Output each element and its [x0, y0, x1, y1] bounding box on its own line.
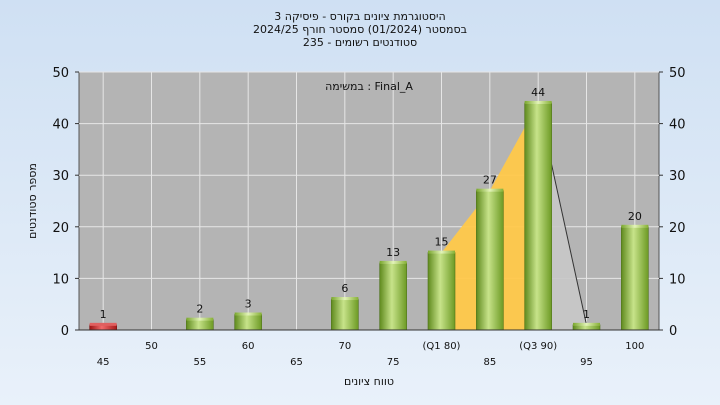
x-tick-label: 70	[338, 341, 351, 352]
x-tick-label: (Q3 90)	[519, 341, 557, 352]
x-axis-label: טווח ציונים	[344, 375, 394, 388]
histogram-bar-cap	[573, 322, 600, 326]
chart-annotation: במשימה : Final_A	[325, 80, 413, 93]
histogram-bar-cap	[476, 188, 504, 192]
y-tick-label-left: 40	[52, 118, 69, 133]
y-tick-label-right: 30	[669, 169, 686, 184]
x-tick-label: 85	[483, 357, 496, 368]
histogram-bar	[234, 314, 262, 331]
histogram-bar	[524, 102, 552, 331]
y-tick-label-right: 40	[669, 118, 686, 133]
bar-value-label: 6	[341, 282, 348, 295]
bar-value-label: 3	[245, 298, 252, 311]
x-tick-label: 100	[625, 341, 644, 352]
histogram-bar	[331, 298, 359, 331]
histogram-bar-cap	[234, 312, 262, 316]
histogram-bar	[621, 226, 649, 331]
y-tick-label-right: 0	[669, 324, 677, 339]
histogram-bar-cap	[186, 317, 214, 321]
histogram-bar-cap	[428, 250, 455, 254]
bar-value-label: 1	[583, 308, 590, 321]
x-tick-label: 65	[290, 357, 303, 368]
x-tick-label: 45	[97, 357, 110, 368]
x-tick-label: (Q1 80)	[423, 341, 461, 352]
histogram-bar	[427, 252, 456, 331]
x-tick-label: 60	[242, 341, 255, 352]
bar-value-label: 20	[628, 210, 642, 223]
bar-value-label: 15	[435, 236, 449, 249]
chart-title-line-2: בסמסטר (01/2024) סמסטר חורף 2024/25	[253, 23, 467, 36]
y-tick-label-left: 10	[52, 272, 69, 287]
y-tick-label-right: 20	[669, 221, 686, 236]
histogram-bar-cap	[621, 224, 649, 228]
chart-title-line-3: סטודנטים רשומים - 235	[302, 36, 418, 49]
x-tick-label: 55	[193, 357, 206, 368]
x-tick-label: 50	[145, 341, 158, 352]
histogram-bar-cap	[379, 260, 407, 264]
histogram-bar	[476, 190, 504, 331]
x-tick-label: 95	[580, 357, 593, 368]
y-tick-label-left: 30	[52, 169, 69, 184]
histogram-bar	[379, 262, 407, 331]
y-tick-label-left: 0	[61, 324, 69, 339]
chart-title-line-1: היסטוגרמת ציונים בקורס - פיסיקה 3	[274, 10, 446, 23]
histogram-bar-cap	[89, 322, 117, 326]
histogram-bar-cap	[331, 297, 359, 301]
bar-value-label: 2	[196, 303, 203, 316]
histogram-bar-cap	[524, 100, 552, 104]
y-tick-label-right: 50	[669, 66, 686, 81]
x-tick-label: 75	[387, 357, 400, 368]
histogram-bar	[186, 319, 214, 331]
y-tick-label-left: 20	[52, 221, 69, 236]
y-axis-label: מספר סטודנטים	[26, 163, 39, 239]
y-tick-label-left: 50	[52, 66, 69, 81]
y-tick-label-right: 10	[669, 272, 686, 287]
bar-value-label: 1	[100, 308, 107, 321]
bar-value-label: 13	[386, 246, 400, 259]
bar-value-label: 27	[483, 174, 497, 187]
bar-value-label: 44	[531, 86, 545, 99]
